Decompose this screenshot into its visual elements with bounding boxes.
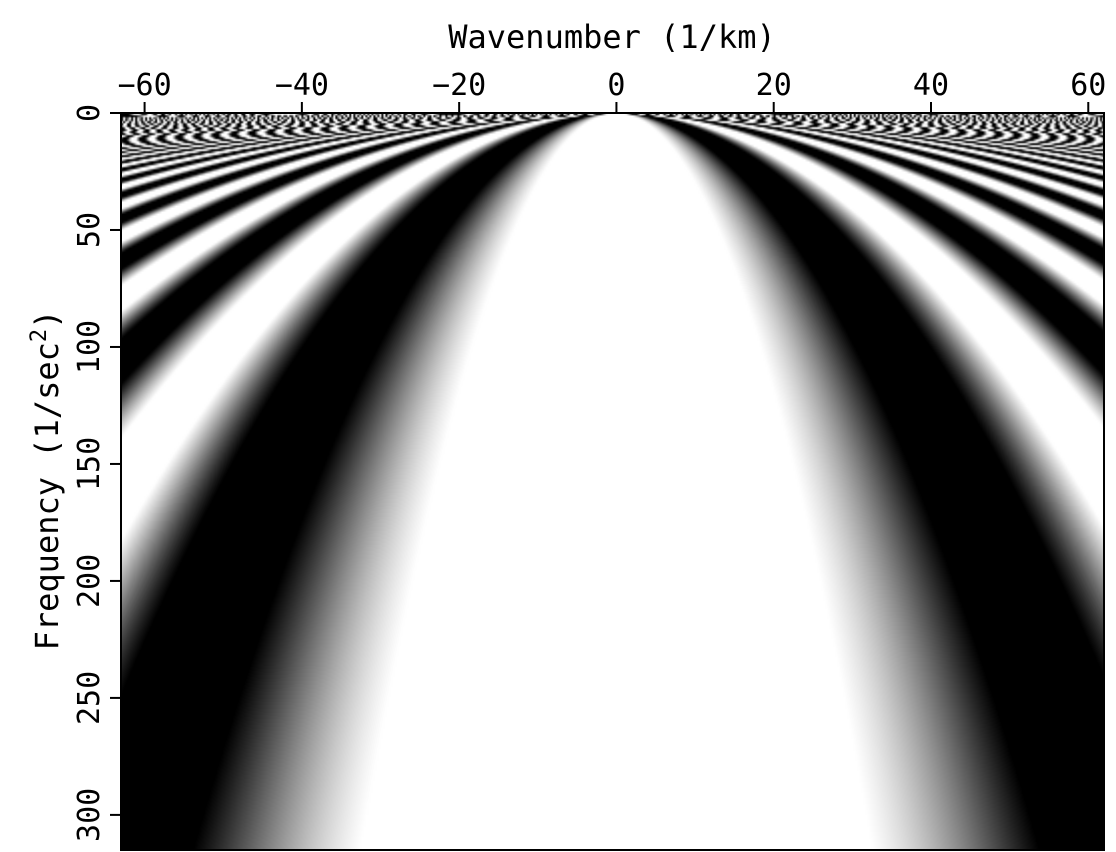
y-tick-label: 150 [72, 437, 107, 491]
x-tick-label: −40 [275, 68, 329, 103]
y-axis: 0 50 100 150 200 250 300 [72, 104, 121, 842]
y-tick-label: 250 [72, 671, 107, 725]
y-tick-label: 50 [72, 212, 107, 248]
x-tick-label: 40 [913, 68, 949, 103]
x-axis: −60 −40 −20 0 20 40 60 [117, 68, 1106, 113]
y-tick-label: 200 [72, 554, 107, 608]
y-axis-title-main: Frequency (1/sec [28, 342, 66, 650]
x-tick-label: 60 [1070, 68, 1106, 103]
y-axis-title: Frequency (1/sec2) [27, 310, 66, 651]
y-tick-label: 100 [72, 320, 107, 374]
x-tick-label: 0 [607, 68, 625, 103]
x-axis-title: Wavenumber (1/km) [448, 18, 776, 56]
plot-frame [120, 112, 1105, 851]
x-tick-label: −60 [117, 68, 171, 103]
heatmap-image [121, 113, 1104, 850]
plot-area [120, 112, 1105, 851]
y-axis-title-end: ) [28, 310, 66, 329]
y-tick-label: 0 [72, 104, 107, 122]
x-tick-label: −20 [432, 68, 486, 103]
y-axis-title-superscript: 2 [27, 329, 52, 342]
y-tick-label: 300 [72, 788, 107, 842]
x-tick-label: 20 [756, 68, 792, 103]
